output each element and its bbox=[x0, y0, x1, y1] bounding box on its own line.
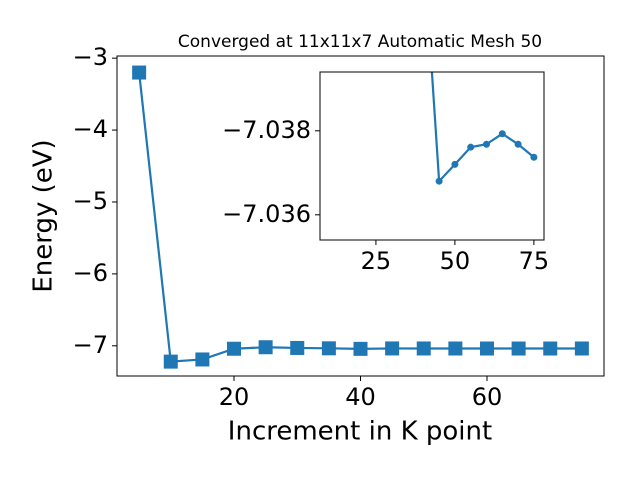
marker bbox=[482, 140, 490, 148]
plot-clip bbox=[132, 65, 589, 369]
marker bbox=[163, 354, 178, 369]
marker bbox=[467, 143, 475, 151]
axes-frame bbox=[116, 55, 605, 377]
marker bbox=[321, 341, 336, 356]
marker bbox=[543, 341, 558, 356]
x-tick-label: 75 bbox=[519, 247, 550, 275]
marker bbox=[416, 341, 431, 356]
y-tick-label: −4 bbox=[73, 115, 108, 143]
x-tick-label: 60 bbox=[472, 383, 503, 411]
marker bbox=[451, 160, 459, 168]
chart-title: Converged at 11x11x7 Automatic Mesh 50 bbox=[178, 32, 542, 52]
y-tick-label: −7 bbox=[73, 331, 108, 359]
marker bbox=[195, 352, 210, 367]
x-tick-label: 25 bbox=[361, 247, 392, 275]
x-axis-label: Increment in K point bbox=[228, 417, 492, 447]
y-tick-label: −6 bbox=[73, 259, 108, 287]
plot-clip bbox=[430, 72, 538, 185]
marker bbox=[290, 340, 305, 355]
marker bbox=[530, 153, 538, 161]
marker bbox=[448, 341, 463, 356]
marker bbox=[479, 341, 494, 356]
y-tick-label: −3 bbox=[73, 43, 108, 71]
x-tick-label: 20 bbox=[219, 383, 250, 411]
marker bbox=[511, 341, 526, 356]
marker bbox=[435, 177, 443, 185]
marker bbox=[227, 341, 242, 356]
marker bbox=[498, 130, 506, 138]
marker bbox=[574, 341, 589, 356]
marker bbox=[514, 140, 522, 148]
marker bbox=[132, 65, 147, 80]
x-tick-label: 50 bbox=[440, 247, 471, 275]
x-tick-label: 40 bbox=[345, 383, 376, 411]
marker bbox=[385, 341, 400, 356]
marker bbox=[258, 340, 273, 355]
plot-area bbox=[320, 72, 544, 240]
y-tick-label: −7.038 bbox=[222, 116, 311, 144]
y-tick-label: −5 bbox=[73, 187, 108, 215]
axes-frame bbox=[319, 71, 545, 241]
y-tick-label: −7.036 bbox=[222, 200, 311, 228]
marker bbox=[353, 341, 368, 356]
y-axis-label: Energy (eV) bbox=[29, 139, 59, 292]
